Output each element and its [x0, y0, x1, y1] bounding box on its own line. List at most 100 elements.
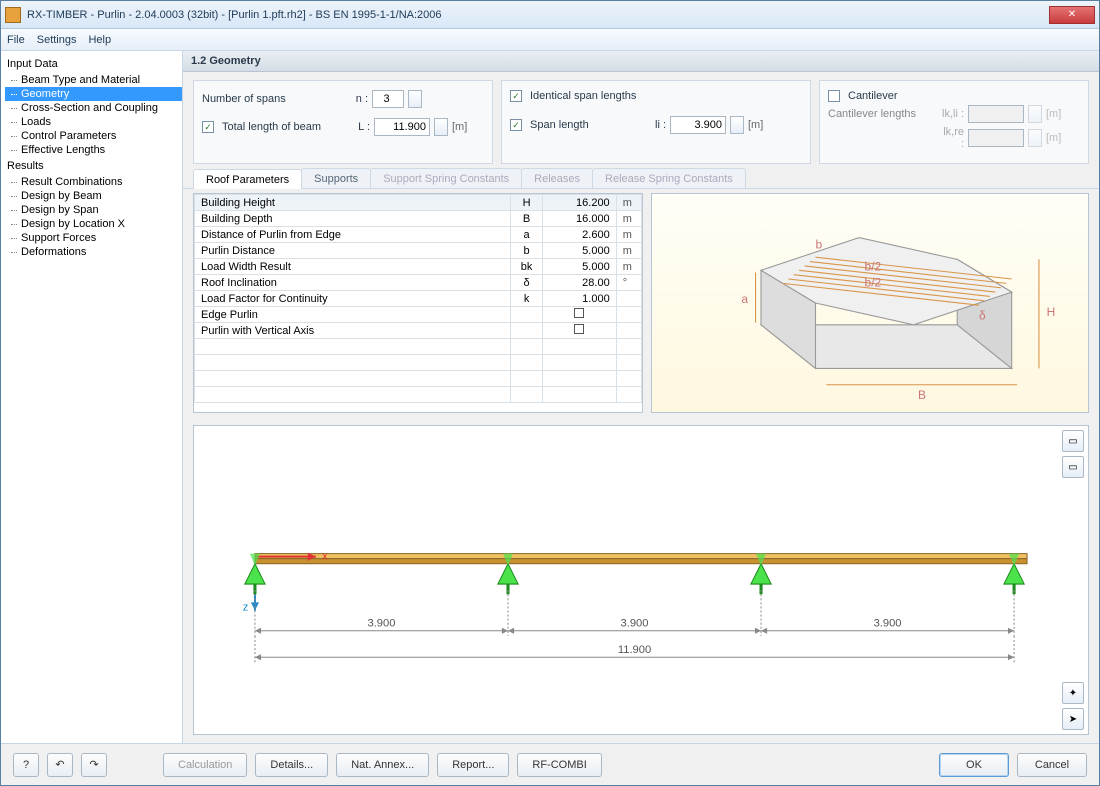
roof-tabs: Roof ParametersSupportsSupport Spring Co… [183, 168, 1099, 189]
section-title: 1.2 Geometry [183, 51, 1099, 72]
span-length-checkbox[interactable] [510, 119, 522, 131]
tree-item-design-by-span[interactable]: Design by Span [5, 203, 182, 217]
table-row[interactable]: Load Factor for Continuityk1.000 [195, 291, 642, 307]
menu-settings[interactable]: Settings [37, 34, 77, 46]
svg-text:B: B [918, 388, 926, 402]
tree-item-deformations[interactable]: Deformations [5, 245, 182, 259]
svg-text:3.900: 3.900 [368, 618, 396, 630]
num-spans-label: Number of spans [202, 93, 342, 105]
tree-header-input: Input Data [5, 55, 182, 73]
svg-text:a: a [741, 292, 748, 306]
menu-file[interactable]: File [7, 34, 25, 46]
tree-item-support-forces[interactable]: Support Forces [5, 231, 182, 245]
table-row[interactable]: Purlin with Vertical Axis [195, 323, 642, 339]
view-buttons-bottom: ✦ ➤ [1062, 682, 1084, 730]
svg-text:x: x [322, 551, 328, 563]
menubar: File Settings Help [1, 29, 1099, 51]
tree-item-cross-section-and-coupling[interactable]: Cross-Section and Coupling [5, 101, 182, 115]
table-row[interactable]: Load Width Resultbk5.000m [195, 259, 642, 275]
tree-item-control-parameters[interactable]: Control Parameters [5, 129, 182, 143]
next-button[interactable]: ↷ [81, 753, 107, 777]
tab-roof-parameters[interactable]: Roof Parameters [193, 169, 302, 189]
total-length-label: Total length of beam [222, 121, 344, 133]
tree-item-geometry[interactable]: Geometry [5, 87, 182, 101]
spans-panel: Number of spans n : Total length of beam… [193, 80, 493, 164]
help-button[interactable]: ? [13, 753, 39, 777]
nav-tree: Input Data Beam Type and MaterialGeometr… [1, 51, 183, 743]
span-length-spinner[interactable] [730, 116, 744, 134]
table-row[interactable]: Roof Inclinationδ28.00° [195, 275, 642, 291]
report-button[interactable]: Report... [437, 753, 509, 777]
cantilever-label: Cantilever [848, 90, 898, 102]
table-row-empty [195, 371, 642, 387]
view-btn-2[interactable]: ▭ [1062, 456, 1084, 478]
cantilever-checkbox[interactable] [828, 90, 840, 102]
details-button[interactable]: Details... [255, 753, 328, 777]
total-length-input[interactable] [374, 118, 430, 136]
table-row[interactable]: Purlin Distanceb5.000m [195, 243, 642, 259]
cantilever-input2 [968, 129, 1024, 147]
tab-release-spring-constants[interactable]: Release Spring Constants [592, 168, 746, 188]
ok-button[interactable]: OK [939, 753, 1009, 777]
table-row-empty [195, 355, 642, 371]
table-row[interactable]: Building DepthB16.000m [195, 211, 642, 227]
table-row[interactable]: Distance of Purlin from Edgea2.600m [195, 227, 642, 243]
num-spans-spinner[interactable] [408, 90, 422, 108]
view-btn-3[interactable]: ✦ [1062, 682, 1084, 704]
tree-item-effective-lengths[interactable]: Effective Lengths [5, 143, 182, 157]
cancel-button[interactable]: Cancel [1017, 753, 1087, 777]
tree-item-design-by-location-x[interactable]: Design by Location X [5, 217, 182, 231]
table-row[interactable]: Edge Purlin [195, 307, 642, 323]
cantilever-spinner1 [1028, 105, 1042, 123]
svg-text:δ: δ [979, 308, 986, 322]
roof-params-wrap: Building HeightH16.200mBuilding DepthB16… [183, 189, 1099, 421]
view-btn-4[interactable]: ➤ [1062, 708, 1084, 730]
tab-releases[interactable]: Releases [521, 168, 593, 188]
cantilever-unit2: [m] [1046, 132, 1066, 144]
svg-text:z: z [243, 601, 249, 613]
app-window: RX-TIMBER - Purlin - 2.04.0003 (32bit) -… [0, 0, 1100, 786]
prev-button[interactable]: ↶ [47, 753, 73, 777]
table-row-empty [195, 339, 642, 355]
tree-item-result-combinations[interactable]: Result Combinations [5, 175, 182, 189]
content-area: 1.2 Geometry Number of spans n : Total l… [183, 51, 1099, 743]
tree-header-results: Results [5, 157, 182, 175]
total-length-checkbox[interactable] [202, 121, 214, 133]
app-icon [5, 7, 21, 23]
window-buttons: ✕ [1047, 6, 1095, 24]
cantilever-panel: Cantilever Cantilever lengths lk,li : [m… [819, 80, 1089, 164]
menu-help[interactable]: Help [88, 34, 111, 46]
span-length-input[interactable] [670, 116, 726, 134]
rfcombi-button[interactable]: RF-COMBI [517, 753, 601, 777]
cantilever-spinner2 [1028, 129, 1042, 147]
identical-spans-checkbox[interactable] [510, 90, 522, 102]
num-spans-input[interactable] [372, 90, 404, 108]
nat-annex-button[interactable]: Nat. Annex... [336, 753, 429, 777]
form-area: Number of spans n : Total length of beam… [183, 72, 1099, 168]
total-length-sym: L : [348, 121, 370, 133]
span-length-sym: li : [644, 119, 666, 131]
view-btn-1[interactable]: ▭ [1062, 430, 1084, 452]
tree-item-design-by-beam[interactable]: Design by Beam [5, 189, 182, 203]
calculation-button[interactable]: Calculation [163, 753, 247, 777]
cantilever-input1 [968, 105, 1024, 123]
cantilever-unit1: [m] [1046, 108, 1066, 120]
identical-spans-label: Identical span lengths [530, 90, 636, 102]
total-length-spinner[interactable] [434, 118, 448, 136]
svg-text:b: b [816, 238, 823, 252]
table-row[interactable]: Building HeightH16.200m [195, 195, 642, 211]
close-button[interactable]: ✕ [1049, 6, 1095, 24]
span-length-label: Span length [530, 119, 640, 131]
roof-params-table: Building HeightH16.200mBuilding DepthB16… [193, 193, 643, 413]
window-title: RX-TIMBER - Purlin - 2.04.0003 (32bit) -… [27, 9, 1047, 21]
tree-item-beam-type-and-material[interactable]: Beam Type and Material [5, 73, 182, 87]
table-row-empty [195, 387, 642, 403]
tree-item-loads[interactable]: Loads [5, 115, 182, 129]
svg-text:H: H [1047, 305, 1056, 319]
tab-support-spring-constants[interactable]: Support Spring Constants [370, 168, 522, 188]
total-length-unit: [m] [452, 121, 472, 133]
svg-text:11.900: 11.900 [618, 644, 651, 656]
tab-supports[interactable]: Supports [301, 168, 371, 188]
span-panel: Identical span lengths Span length li : … [501, 80, 811, 164]
titlebar: RX-TIMBER - Purlin - 2.04.0003 (32bit) -… [1, 1, 1099, 29]
